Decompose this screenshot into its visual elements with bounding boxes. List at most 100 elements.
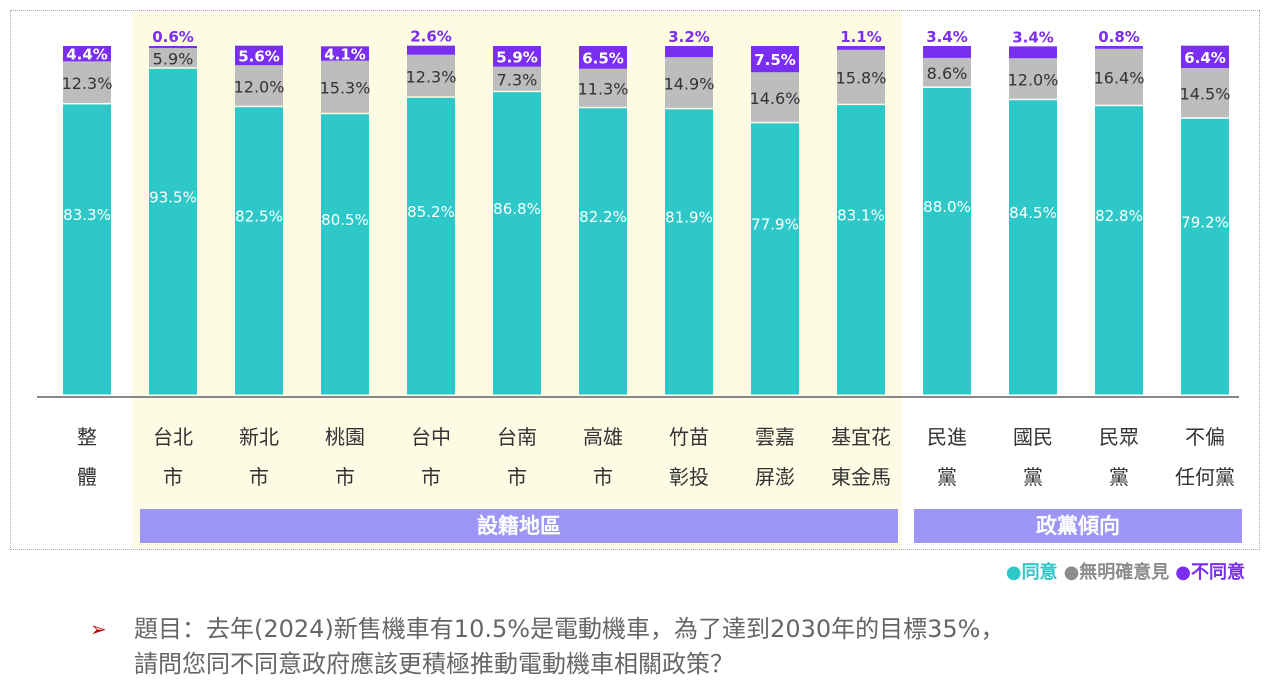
category-label-5: 台南 市: [497, 425, 537, 489]
group-band-0: 設籍地區: [140, 509, 898, 543]
data-label-disagree-10: 3.4%: [926, 28, 968, 46]
legend: ●同意 ●無明確意見 ●不同意: [1000, 558, 1245, 584]
data-label-neutral-10: 8.6%: [927, 64, 968, 83]
data-label-agree-2: 82.5%: [235, 208, 283, 226]
bar-neutral-5: [493, 66, 541, 91]
bar-disagree-0: [63, 46, 111, 62]
bar-agree-3: [321, 114, 369, 395]
legend-dot-icon: ●: [1175, 562, 1191, 583]
data-label-disagree-1: 0.6%: [152, 28, 194, 46]
category-label-2: 新北 市: [239, 425, 279, 489]
bar-neutral-3: [321, 60, 369, 113]
bar-disagree-11: [1009, 46, 1057, 59]
data-label-neutral-12: 16.4%: [1094, 69, 1145, 88]
bar-neutral-4: [407, 54, 455, 97]
data-label-neutral-4: 12.3%: [406, 67, 457, 86]
data-label-disagree-12: 0.8%: [1098, 28, 1140, 46]
data-label-disagree-7: 3.2%: [668, 28, 710, 46]
bar-disagree-9: [837, 46, 885, 50]
bar-agree-12: [1095, 106, 1143, 395]
data-label-neutral-2: 12.0%: [234, 77, 285, 96]
bar-disagree-7: [665, 46, 713, 58]
legend-item-1: ●無明確意見: [1064, 562, 1170, 583]
data-label-neutral-1: 5.9%: [153, 49, 194, 68]
bar-disagree-3: [321, 46, 369, 61]
chart-frame: 83.3% 12.3% 4.4% 93.5% 5.9% 0.6% 82.5% 12.0% 5.6…: [10, 10, 1260, 550]
data-label-disagree-3: 4.1%: [324, 46, 366, 64]
bar-disagree-5: [493, 46, 541, 67]
data-label-agree-5: 86.8%: [493, 200, 541, 218]
data-label-neutral-0: 12.3%: [62, 74, 113, 93]
data-label-agree-11: 84.5%: [1009, 204, 1057, 222]
bar-neutral-10: [923, 57, 971, 87]
bar-disagree-1: [149, 46, 197, 49]
bar-agree-9: [837, 105, 885, 395]
category-label-7: 竹苗 彰投: [669, 425, 709, 489]
bar-agree-5: [493, 92, 541, 395]
question-block: ➢ 題目：去年(2024)新售機車有10.5%是電動機車，為了達到2030年的目…: [90, 612, 1260, 682]
legend-item-2: ●不同意: [1175, 562, 1245, 583]
bar-neutral-7: [665, 57, 713, 108]
bar-neutral-1: [149, 48, 197, 68]
bar-neutral-9: [837, 49, 885, 104]
data-label-agree-1: 93.5%: [149, 188, 197, 206]
legend-dot-icon: ●: [1063, 562, 1080, 583]
legend-label: 同意: [1021, 562, 1058, 583]
category-label-11: 國民 黨: [1013, 425, 1053, 489]
data-label-agree-7: 81.9%: [665, 209, 713, 227]
bar-agree-8: [751, 123, 799, 395]
data-label-agree-4: 85.2%: [407, 203, 455, 221]
category-label-6: 高雄 市: [583, 425, 623, 489]
category-label-9: 基宜花 東金馬: [831, 425, 891, 489]
data-label-neutral-3: 15.3%: [320, 78, 371, 97]
bar-disagree-13: [1181, 45, 1229, 69]
data-label-neutral-11: 12.0%: [1008, 70, 1059, 89]
bar-agree-0: [63, 104, 111, 395]
data-label-neutral-9: 15.8%: [836, 69, 887, 88]
legend-label: 無明確意見: [1079, 562, 1170, 583]
data-label-neutral-6: 11.3%: [578, 80, 629, 99]
data-label-disagree-9: 1.1%: [840, 28, 882, 46]
legend-dot-icon: ●: [1005, 562, 1022, 583]
category-label-10: 民進 黨: [927, 425, 967, 489]
category-label-13: 不偏 任何黨: [1175, 425, 1235, 489]
bar-agree-7: [665, 109, 713, 395]
bar-neutral-12: [1095, 48, 1143, 105]
stacked-bar-chart: 83.3% 12.3% 4.4% 93.5% 5.9% 0.6% 82.5% 12.0% 5.6…: [37, 12, 1239, 548]
data-label-agree-0: 83.3%: [63, 206, 111, 224]
bar-disagree-10: [923, 46, 971, 58]
data-label-disagree-13: 6.4%: [1184, 49, 1226, 67]
bar-neutral-11: [1009, 58, 1057, 99]
bar-disagree-8: [751, 46, 799, 73]
bar-agree-11: [1009, 100, 1057, 395]
bar-neutral-2: [235, 65, 283, 106]
question-text: 題目：去年(2024)新售機車有10.5%是電動機車，為了達到2030年的目標3…: [134, 615, 1005, 678]
bar-agree-1: [149, 68, 197, 395]
data-label-disagree-0: 4.4%: [66, 46, 108, 64]
data-label-neutral-7: 14.9%: [664, 74, 715, 93]
bar-disagree-6: [579, 46, 627, 69]
bar-agree-13: [1181, 118, 1229, 395]
category-label-8: 雲嘉 屏澎: [755, 425, 795, 489]
bar-neutral-0: [63, 61, 111, 103]
data-label-disagree-4: 2.6%: [410, 28, 452, 46]
data-label-neutral-13: 14.5%: [1180, 84, 1231, 103]
bar-agree-4: [407, 97, 455, 395]
legend-label: 不同意: [1191, 562, 1245, 583]
data-label-agree-6: 82.2%: [579, 208, 627, 226]
arrow-bullet-icon: ➢: [90, 617, 107, 641]
bar-neutral-6: [579, 68, 627, 107]
bar-agree-10: [923, 88, 971, 395]
bar-neutral-8: [751, 72, 799, 122]
data-label-agree-10: 88.0%: [923, 198, 971, 216]
category-label-4: 台中 市: [411, 425, 451, 489]
category-label-1: 台北 市: [153, 425, 193, 489]
data-label-disagree-8: 7.5%: [754, 51, 796, 69]
data-label-disagree-11: 3.4%: [1012, 28, 1054, 46]
data-label-neutral-5: 7.3%: [497, 70, 538, 89]
bar-disagree-2: [235, 45, 283, 66]
group-band-1: 政黨傾向: [914, 509, 1242, 543]
category-label-3: 桃園 市: [325, 425, 365, 489]
data-label-agree-3: 80.5%: [321, 211, 369, 229]
legend-item-0: ●同意: [1006, 562, 1058, 583]
